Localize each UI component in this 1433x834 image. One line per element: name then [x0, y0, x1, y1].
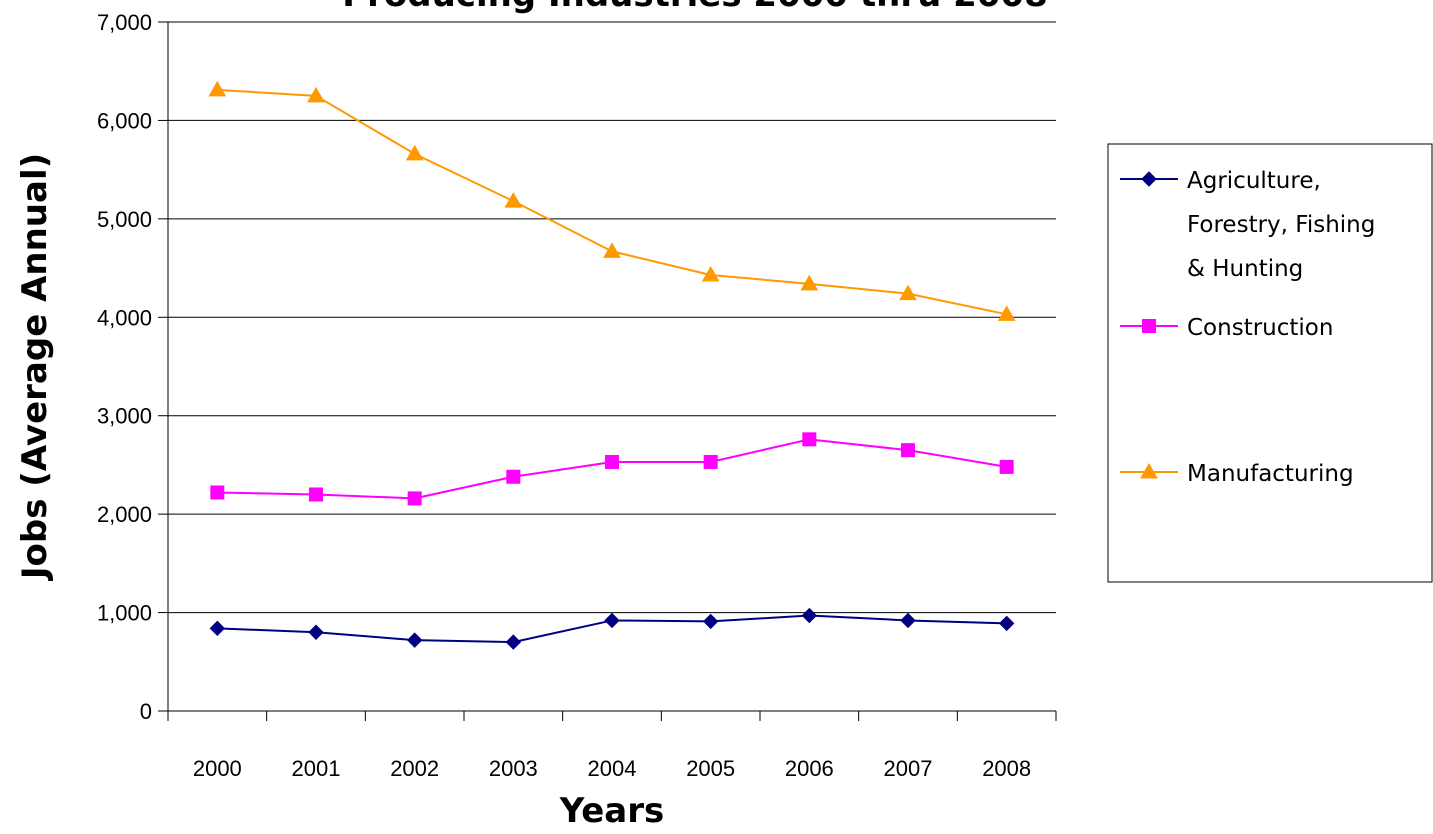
x-axis-title: Years [559, 791, 665, 829]
y-tick-label: 6,000 [97, 108, 152, 133]
data-point [506, 469, 521, 484]
data-point [406, 632, 423, 648]
data-point [800, 274, 819, 291]
data-point [405, 144, 424, 161]
x-tick-label: 2001 [292, 756, 341, 781]
x-tick-label: 2007 [884, 756, 933, 781]
x-tick-label: 2008 [982, 756, 1031, 781]
legend-marker [1141, 171, 1157, 187]
series-0 [209, 607, 1015, 650]
legend-box [1107, 143, 1433, 583]
data-point [208, 80, 227, 97]
x-tick-label: 2005 [686, 756, 735, 781]
data-point [701, 265, 720, 282]
chart-title: Producing Industries 2000 thru 2008 [342, 0, 1048, 15]
x-tick-label: 2003 [489, 756, 538, 781]
legend-marker [1140, 462, 1158, 479]
legend-item-2: Manufacturing [1120, 461, 1354, 487]
x-tick-label: 2002 [390, 756, 439, 781]
legend-marker [1142, 319, 1156, 333]
data-point [998, 615, 1015, 632]
data-point [209, 620, 226, 637]
series [208, 80, 1016, 650]
x-tick-label: 2000 [193, 756, 242, 781]
y-tick-label: 7,000 [97, 10, 152, 35]
y-tick-label: 3,000 [97, 404, 152, 429]
legend: Agriculture, Forestry, Fishing & Hunting Co… [1107, 143, 1433, 583]
data-point [802, 432, 817, 447]
series-2 [208, 80, 1016, 321]
legend-item-1: Construction [1120, 315, 1333, 341]
data-point [997, 305, 1016, 321]
data-point [309, 487, 323, 502]
y-tick-label: 0 [140, 699, 152, 724]
x-tick-label: 2004 [588, 756, 637, 781]
x-tick-labels: 2000 2001 2002 2003 2004 2005 2006 2007 2008 [193, 756, 1031, 781]
data-point [603, 242, 621, 258]
data-point [901, 443, 915, 458]
legend-label: Construction [1187, 315, 1333, 341]
y-tick-label: 1,000 [97, 601, 152, 626]
data-point [702, 613, 719, 630]
data-point [604, 612, 620, 629]
gridlines [168, 21, 1056, 614]
y-axis-title: Jobs (Average Annual) [15, 153, 55, 581]
legend-label: Forestry, Fishing [1187, 212, 1375, 238]
legend-item-0: Agriculture, Forestry, Fishing & Hunting [1120, 168, 1375, 282]
x-tick-label: 2006 [785, 756, 834, 781]
y-tick-label: 4,000 [97, 305, 152, 330]
data-point [308, 624, 324, 640]
series-line [217, 88, 1007, 316]
data-point [407, 491, 422, 506]
data-point [307, 86, 325, 103]
legend-items: Agriculture, Forestry, Fishing & Hunting Co… [1120, 168, 1375, 487]
axes [158, 21, 1057, 721]
data-point [504, 192, 523, 208]
data-point [899, 284, 917, 301]
series-1 [210, 432, 1014, 506]
legend-label: Agriculture, [1187, 168, 1321, 194]
y-tick-label: 2,000 [97, 502, 152, 527]
data-point [900, 612, 916, 629]
data-point [801, 607, 818, 624]
y-tick-labels: 0 1,000 2,000 3,000 4,000 5,000 6,000 7,000 [97, 10, 152, 724]
legend-label: Manufacturing [1187, 461, 1354, 487]
data-point [999, 459, 1014, 474]
data-point [210, 485, 225, 500]
y-tick-label: 5,000 [97, 207, 152, 232]
legend-label: & Hunting [1187, 256, 1303, 282]
data-point [703, 454, 718, 469]
data-point [505, 634, 522, 650]
data-point [605, 454, 619, 469]
